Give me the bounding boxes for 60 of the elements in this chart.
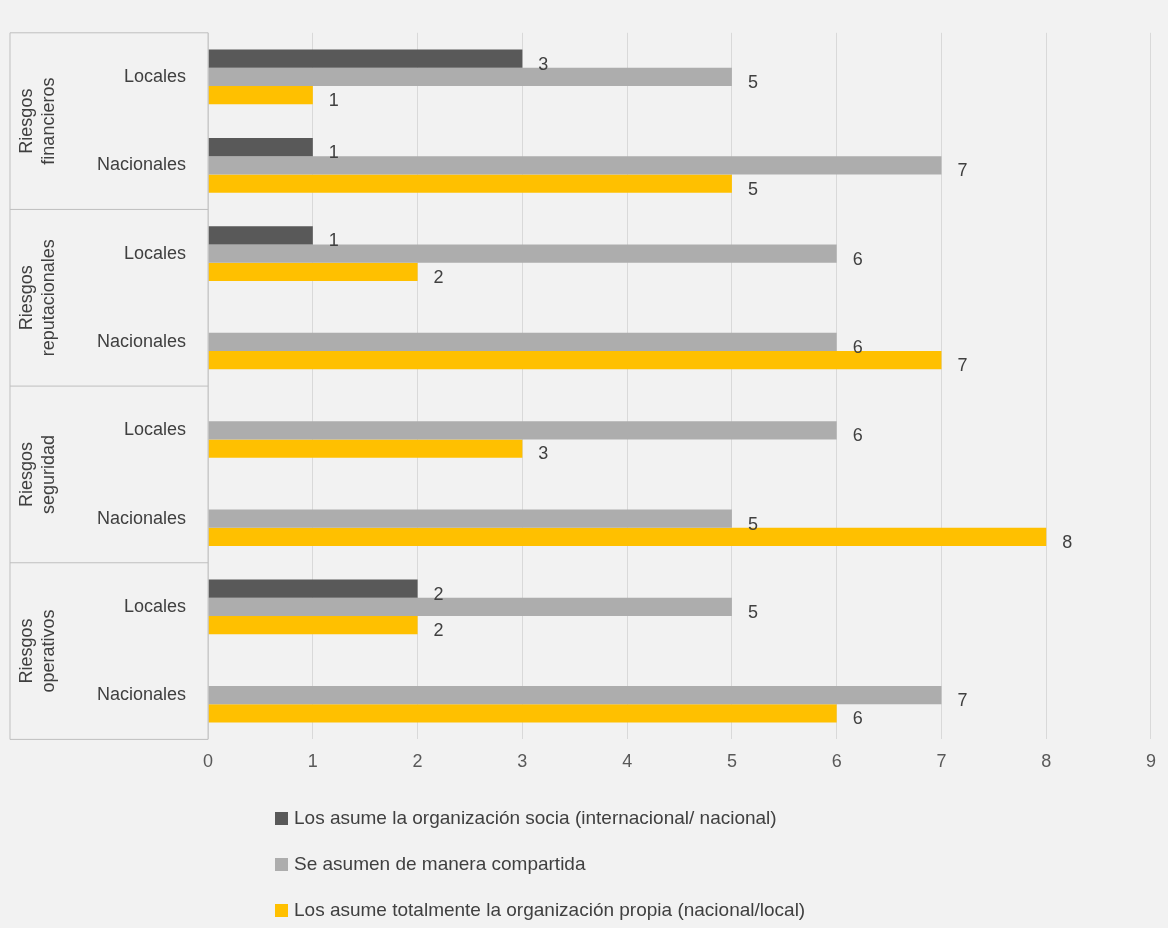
data-label: 5 bbox=[747, 601, 758, 622]
data-label: 2 bbox=[433, 266, 444, 287]
data-label: 1 bbox=[328, 142, 339, 162]
bar bbox=[208, 616, 418, 635]
text: Riesgos financieros bbox=[15, 77, 58, 165]
y-tick-label: Nacionales bbox=[96, 507, 187, 528]
legend-label: Los asume la organización socia (internacional/ nacional) bbox=[294, 807, 777, 829]
bar bbox=[208, 704, 837, 723]
data-label: 1 bbox=[328, 230, 339, 251]
data-label: 7 bbox=[957, 160, 968, 181]
y-tick-label: Locales bbox=[124, 65, 187, 86]
bar bbox=[208, 156, 942, 175]
data-label: 7 bbox=[957, 690, 968, 711]
data-label: 2 bbox=[433, 583, 444, 604]
data-label: 5 bbox=[747, 71, 758, 92]
bar bbox=[208, 49, 523, 68]
bar bbox=[208, 137, 313, 157]
y-tick-label: Nacionales bbox=[96, 154, 187, 175]
bar bbox=[208, 686, 942, 705]
x-tick-label: 6 bbox=[831, 751, 842, 772]
x-tick-label: 4 bbox=[622, 751, 633, 772]
data-label: 3 bbox=[538, 53, 549, 74]
y-tick-label: Locales bbox=[124, 595, 187, 616]
x-tick-label: 0 bbox=[203, 751, 214, 772]
bar bbox=[208, 439, 523, 458]
x-tick-label: 8 bbox=[1041, 751, 1052, 772]
y-tick-label: Locales bbox=[124, 242, 187, 263]
y-tick-label: Nacionales bbox=[96, 684, 187, 705]
x-tick-label: 9 bbox=[1145, 751, 1156, 772]
x-tick-label: 5 bbox=[726, 751, 737, 772]
x-tick-label: 2 bbox=[412, 751, 423, 772]
bar bbox=[208, 509, 732, 528]
bar bbox=[208, 226, 313, 245]
bar bbox=[208, 579, 418, 598]
data-label: 5 bbox=[747, 178, 758, 199]
bar bbox=[208, 86, 313, 105]
data-label: 1 bbox=[328, 90, 339, 111]
data-label: 2 bbox=[433, 620, 444, 641]
x-tick-label: 1 bbox=[307, 751, 318, 772]
bar bbox=[208, 174, 732, 193]
text: Riesgos seguridad bbox=[15, 434, 58, 514]
y-tick-label: Nacionales bbox=[96, 330, 187, 351]
legend-label: Los asume totalmente la organización propia (nacional/local) bbox=[294, 899, 806, 921]
x-tick-label: 3 bbox=[517, 751, 528, 772]
data-label: 6 bbox=[852, 248, 863, 269]
data-label: 8 bbox=[1062, 531, 1073, 552]
bar bbox=[208, 421, 837, 440]
legend-label: Se asumen de manera compartida bbox=[294, 853, 586, 875]
bar bbox=[208, 262, 418, 281]
bar bbox=[208, 351, 942, 370]
data-label: 6 bbox=[852, 425, 863, 446]
data-label: 3 bbox=[538, 443, 549, 464]
text: Riesgos operativos bbox=[15, 609, 58, 693]
bar bbox=[208, 244, 837, 263]
data-label: 7 bbox=[957, 355, 968, 376]
x-tick-label: 7 bbox=[936, 751, 947, 772]
data-label: 6 bbox=[852, 708, 863, 729]
bar bbox=[208, 332, 837, 352]
y-tick-label: Locales bbox=[124, 419, 187, 440]
text: Riesgos reputacionales bbox=[15, 239, 58, 357]
